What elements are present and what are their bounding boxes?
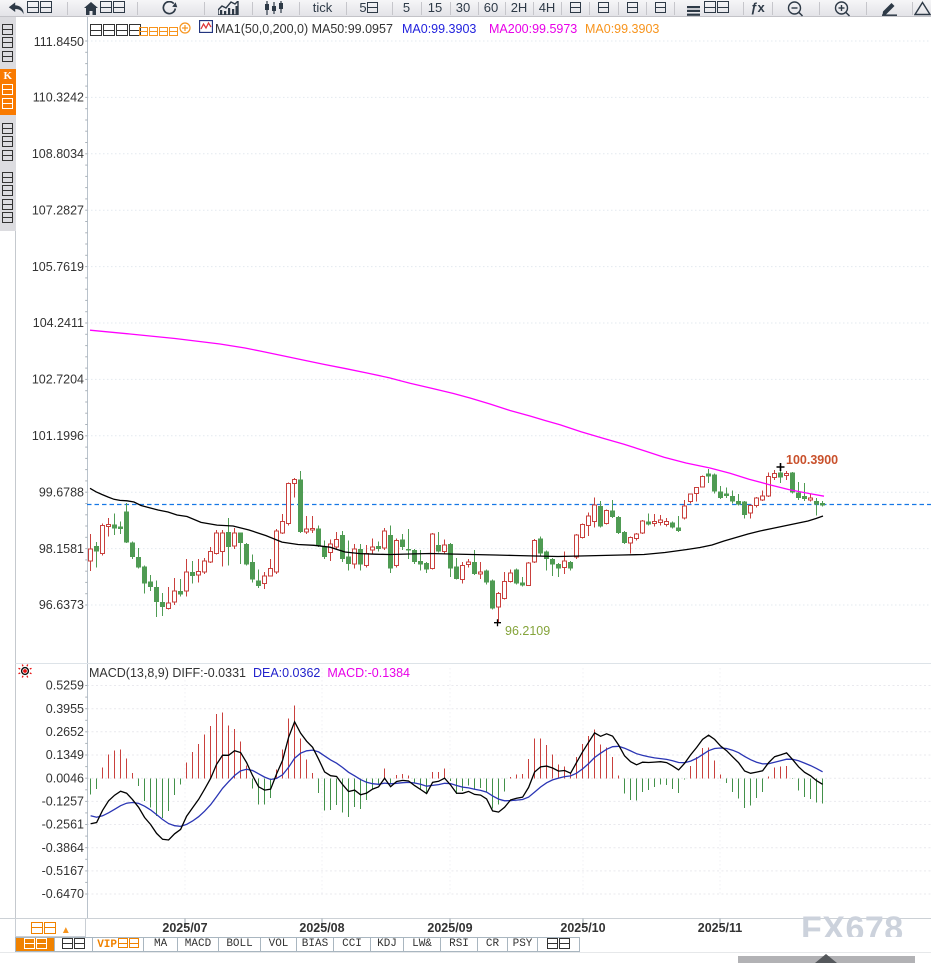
svg-text:-0.1257: -0.1257 (42, 795, 84, 809)
svg-text:0.0046: 0.0046 (46, 771, 84, 785)
svg-text:98.1581: 98.1581 (39, 542, 84, 556)
svg-text:101.1996: 101.1996 (32, 429, 84, 443)
svg-text:105.7619: 105.7619 (32, 260, 84, 274)
svg-text:0.1349: 0.1349 (46, 748, 84, 762)
svg-text:102.7204: 102.7204 (32, 373, 84, 387)
svg-text:108.8034: 108.8034 (32, 147, 84, 161)
svg-text:111.8450: 111.8450 (34, 35, 84, 49)
svg-text:96.6373: 96.6373 (39, 598, 84, 612)
svg-text:2025/11: 2025/11 (698, 921, 743, 935)
svg-text:100.3900: 100.3900 (786, 453, 838, 467)
svg-text:2025/07: 2025/07 (162, 921, 207, 935)
svg-text:0.3955: 0.3955 (46, 702, 84, 716)
svg-text:-0.3864: -0.3864 (42, 841, 84, 855)
svg-text:-0.5167: -0.5167 (42, 864, 84, 878)
svg-text:2025/08: 2025/08 (299, 921, 344, 935)
svg-text:2025/09: 2025/09 (427, 921, 472, 935)
svg-text:99.6788: 99.6788 (39, 485, 84, 499)
svg-text:0.5259: 0.5259 (46, 679, 84, 693)
svg-text:0.2652: 0.2652 (46, 725, 84, 739)
svg-text:2025/10: 2025/10 (560, 921, 605, 935)
svg-text:96.2109: 96.2109 (505, 624, 550, 638)
svg-text:-0.6470: -0.6470 (42, 887, 84, 901)
svg-text:110.3242: 110.3242 (33, 91, 84, 105)
svg-text:104.2411: 104.2411 (33, 316, 84, 330)
svg-text:107.2827: 107.2827 (32, 203, 84, 217)
svg-text:-0.2561: -0.2561 (42, 818, 84, 832)
